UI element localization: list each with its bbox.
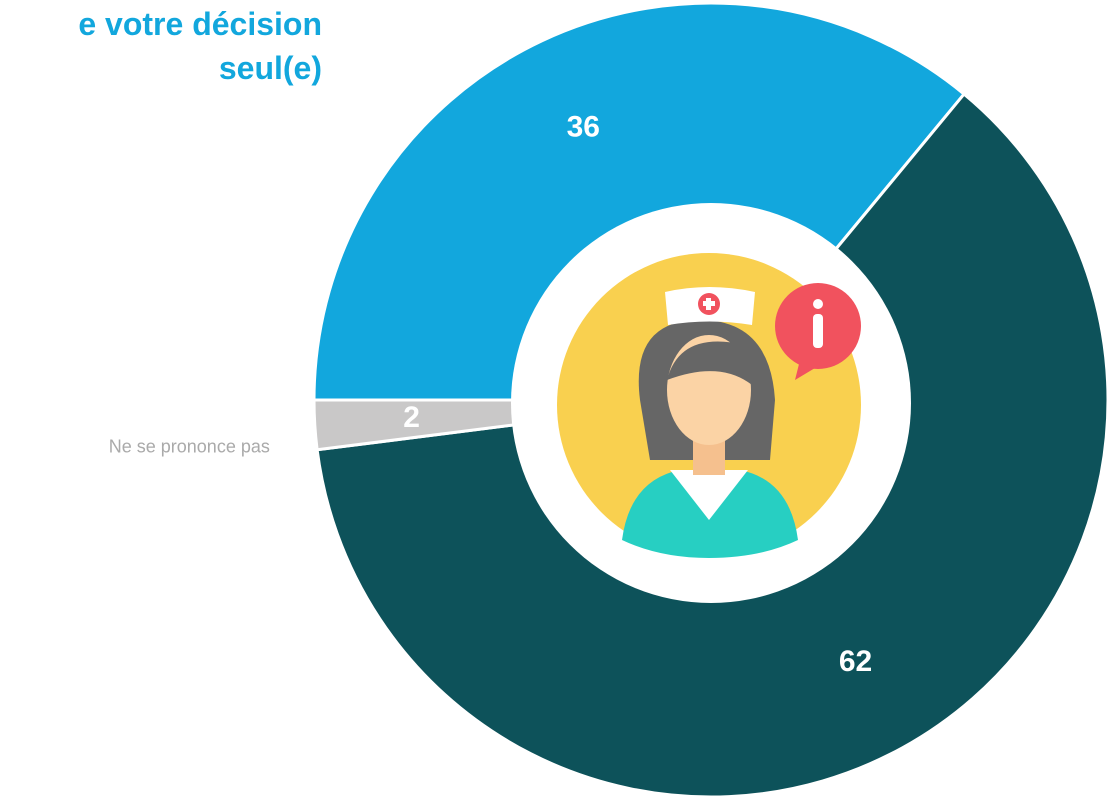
category-label: Ne se prononce pas [109,437,270,457]
data-label: 36 [567,110,600,143]
nurse-icon [557,253,861,558]
chart-title: e votre décision seul(e) [22,2,322,90]
data-label: 2 [403,401,420,434]
data-label: 62 [839,645,872,678]
page: 36 62 2 Ne se prononce pas e votre décision… [0,0,1114,800]
chart: 36 62 2 Ne se prononce pas [0,0,1114,800]
